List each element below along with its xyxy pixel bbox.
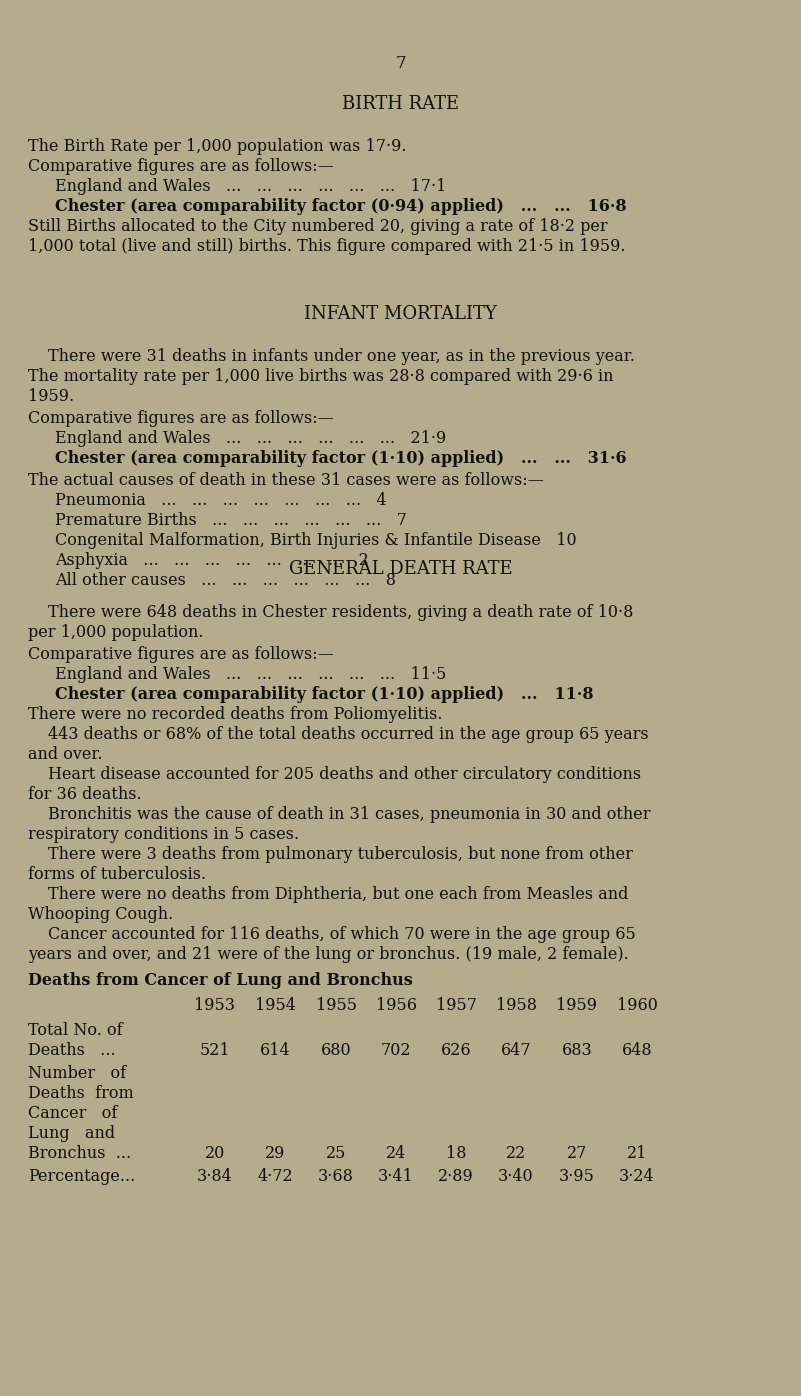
- Text: 702: 702: [380, 1041, 411, 1060]
- Text: There were 648 deaths in Chester residents, giving a death rate of 10·8: There were 648 deaths in Chester residen…: [48, 604, 634, 621]
- Text: 680: 680: [320, 1041, 352, 1060]
- Text: forms of tuberculosis.: forms of tuberculosis.: [28, 866, 206, 884]
- Text: 683: 683: [562, 1041, 593, 1060]
- Text: Lung   and: Lung and: [28, 1125, 115, 1142]
- Text: 1,000 total (live and still) births. This figure compared with 21·5 in 1959.: 1,000 total (live and still) births. Thi…: [28, 237, 626, 255]
- Text: 1957: 1957: [436, 997, 477, 1013]
- Text: 22: 22: [506, 1145, 526, 1161]
- Text: 25: 25: [326, 1145, 346, 1161]
- Text: The mortality rate per 1,000 live births was 28·8 compared with 29·6 in: The mortality rate per 1,000 live births…: [28, 369, 614, 385]
- Text: 3·68: 3·68: [318, 1168, 354, 1185]
- Text: respiratory conditions in 5 cases.: respiratory conditions in 5 cases.: [28, 826, 299, 843]
- Text: 648: 648: [622, 1041, 652, 1060]
- Text: Chester (area comparability factor (1·10) applied)   ...   ...   31·6: Chester (area comparability factor (1·10…: [55, 450, 626, 468]
- Text: Comparative figures are as follows:—: Comparative figures are as follows:—: [28, 158, 334, 174]
- Text: 24: 24: [386, 1145, 406, 1161]
- Text: 1956: 1956: [376, 997, 417, 1013]
- Text: 18: 18: [445, 1145, 466, 1161]
- Text: 647: 647: [501, 1041, 531, 1060]
- Text: Percentage...: Percentage...: [28, 1168, 135, 1185]
- Text: 1958: 1958: [496, 997, 537, 1013]
- Text: Bronchitis was the cause of death in 31 cases, pneumonia in 30 and other: Bronchitis was the cause of death in 31 …: [48, 805, 650, 824]
- Text: 3·24: 3·24: [619, 1168, 654, 1185]
- Text: 1954: 1954: [255, 997, 296, 1013]
- Text: Comparative figures are as follows:—: Comparative figures are as follows:—: [28, 646, 334, 663]
- Text: Cancer   of: Cancer of: [28, 1106, 118, 1122]
- Text: Number   of: Number of: [28, 1065, 126, 1082]
- Text: The actual causes of death in these 31 cases were as follows:—: The actual causes of death in these 31 c…: [28, 472, 544, 489]
- Text: Congenital Malformation, Birth Injuries & Infantile Disease   10: Congenital Malformation, Birth Injuries …: [55, 532, 577, 549]
- Text: 27: 27: [567, 1145, 587, 1161]
- Text: 2·89: 2·89: [438, 1168, 474, 1185]
- Text: 626: 626: [441, 1041, 471, 1060]
- Text: 20: 20: [205, 1145, 225, 1161]
- Text: 1959: 1959: [557, 997, 598, 1013]
- Text: 1959.: 1959.: [28, 388, 74, 405]
- Text: Deaths from Cancer of Lung and Bronchus: Deaths from Cancer of Lung and Bronchus: [28, 972, 413, 988]
- Text: Comparative figures are as follows:—: Comparative figures are as follows:—: [28, 410, 334, 427]
- Text: Total No. of: Total No. of: [28, 1022, 123, 1039]
- Text: 521: 521: [199, 1041, 231, 1060]
- Text: Whooping Cough.: Whooping Cough.: [28, 906, 173, 923]
- Text: 443 deaths or 68% of the total deaths occurred in the age group 65 years: 443 deaths or 68% of the total deaths oc…: [48, 726, 649, 743]
- Text: 3·95: 3·95: [559, 1168, 595, 1185]
- Text: Bronchus  ...: Bronchus ...: [28, 1145, 131, 1161]
- Text: Premature Births   ...   ...   ...   ...   ...   ...   7: Premature Births ... ... ... ... ... ...…: [55, 512, 407, 529]
- Text: England and Wales   ...   ...   ...   ...   ...   ...   17·1: England and Wales ... ... ... ... ... ..…: [55, 179, 446, 195]
- Text: The Birth Rate per 1,000 population was 17·9.: The Birth Rate per 1,000 population was …: [28, 138, 406, 155]
- Text: There were no deaths from Diphtheria, but one each from Measles and: There were no deaths from Diphtheria, bu…: [48, 886, 628, 903]
- Text: 21: 21: [627, 1145, 647, 1161]
- Text: 3·84: 3·84: [197, 1168, 233, 1185]
- Text: 3·41: 3·41: [378, 1168, 414, 1185]
- Text: Chester (area comparability factor (1·10) applied)   ...   11·8: Chester (area comparability factor (1·10…: [55, 685, 594, 704]
- Text: 614: 614: [260, 1041, 290, 1060]
- Text: INFANT MORTALITY: INFANT MORTALITY: [304, 304, 497, 322]
- Text: BIRTH RATE: BIRTH RATE: [342, 95, 459, 113]
- Text: There were no recorded deaths from Poliomyelitis.: There were no recorded deaths from Polio…: [28, 706, 442, 723]
- Text: England and Wales   ...   ...   ...   ...   ...   ...   11·5: England and Wales ... ... ... ... ... ..…: [55, 666, 446, 683]
- Text: GENERAL DEATH RATE: GENERAL DEATH RATE: [288, 560, 513, 578]
- Text: Cancer accounted for 116 deaths, of which 70 were in the age group 65: Cancer accounted for 116 deaths, of whic…: [48, 926, 636, 944]
- Text: 7: 7: [395, 54, 406, 73]
- Text: There were 31 deaths in infants under one year, as in the previous year.: There were 31 deaths in infants under on…: [48, 348, 635, 364]
- Text: Pneumonia   ...   ...   ...   ...   ...   ...   ...   4: Pneumonia ... ... ... ... ... ... ... 4: [55, 491, 387, 510]
- Text: Chester (area comparability factor (0·94) applied)   ...   ...   16·8: Chester (area comparability factor (0·94…: [55, 198, 626, 215]
- Text: 1955: 1955: [316, 997, 356, 1013]
- Text: years and over, and 21 were of the lung or bronchus. (19 male, 2 female).: years and over, and 21 were of the lung …: [28, 946, 629, 963]
- Text: Heart disease accounted for 205 deaths and other circulatory conditions: Heart disease accounted for 205 deaths a…: [48, 766, 641, 783]
- Text: for 36 deaths.: for 36 deaths.: [28, 786, 142, 803]
- Text: There were 3 deaths from pulmonary tuberculosis, but none from other: There were 3 deaths from pulmonary tuber…: [48, 846, 633, 863]
- Text: All other causes   ...   ...   ...   ...   ...   ...   8: All other causes ... ... ... ... ... ...…: [55, 572, 396, 589]
- Text: Deaths   ...: Deaths ...: [28, 1041, 115, 1060]
- Text: 4·72: 4·72: [257, 1168, 293, 1185]
- Text: Asphyxia   ...   ...   ...   ...   ...   ...   ...   2: Asphyxia ... ... ... ... ... ... ... 2: [55, 551, 368, 570]
- Text: England and Wales   ...   ...   ...   ...   ...   ...   21·9: England and Wales ... ... ... ... ... ..…: [55, 430, 446, 447]
- Text: 29: 29: [265, 1145, 285, 1161]
- Text: per 1,000 population.: per 1,000 population.: [28, 624, 203, 641]
- Text: 1960: 1960: [617, 997, 658, 1013]
- Text: and over.: and over.: [28, 745, 103, 764]
- Text: 1953: 1953: [195, 997, 235, 1013]
- Text: Still Births allocated to the City numbered 20, giving a rate of 18·2 per: Still Births allocated to the City numbe…: [28, 218, 608, 235]
- Text: 3·40: 3·40: [498, 1168, 533, 1185]
- Text: Deaths  from: Deaths from: [28, 1085, 134, 1101]
